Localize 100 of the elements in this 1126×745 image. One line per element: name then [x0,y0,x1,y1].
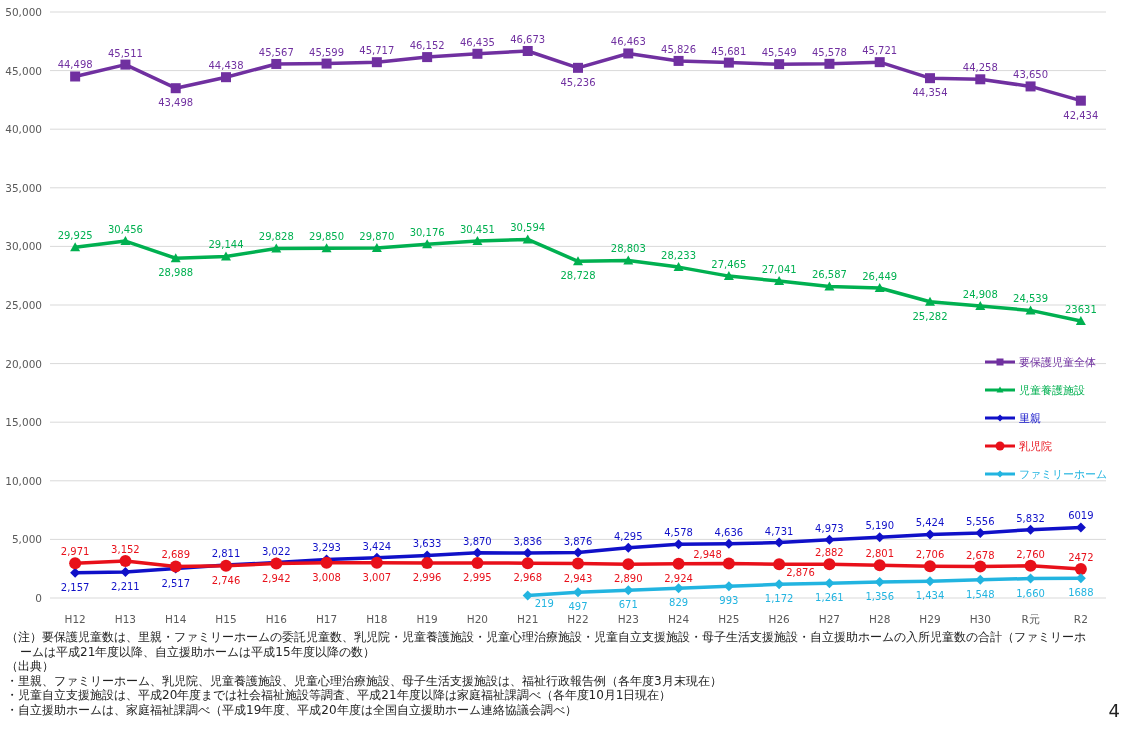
y-tick-label: 25,000 [5,299,42,311]
point [673,55,684,66]
data-label: 29,144 [208,239,244,251]
data-label: 829 [669,597,689,609]
x-tick-label: H16 [265,613,288,625]
data-label: 46,435 [459,36,495,48]
point [120,567,131,578]
point [672,557,685,570]
data-label: 45,567 [258,46,294,58]
point [370,556,383,569]
data-label: 6019 [1068,510,1094,522]
point [623,255,634,265]
data-label: 44,258 [962,62,998,74]
data-label: 1,434 [915,590,945,602]
x-tick-label: H20 [466,613,489,625]
x-tick-label: H25 [718,613,740,625]
data-label: 2,811 [211,548,241,560]
text: （出典） [6,659,55,674]
data-label: 45,236 [560,76,596,88]
data-label: 27,041 [761,264,797,276]
data-label: 1688 [1068,587,1094,599]
data-label: 2,943 [563,572,593,584]
data-label: 44,438 [208,60,244,72]
data-label: 27,465 [711,259,747,271]
point [521,557,534,570]
point [321,58,332,69]
data-label: 3,152 [111,544,140,556]
point [874,57,885,68]
y-tick-label: 10,000 [5,474,42,487]
point [69,557,82,570]
data-label: 1,261 [815,592,844,604]
data-label: 30,456 [107,224,143,236]
data-label: 2,942 [261,572,291,584]
point [975,527,986,538]
data-label: 45,511 [107,47,143,59]
x-tick-label: H28 [869,613,891,625]
data-label: 3,836 [513,536,543,548]
point [422,239,433,249]
y-tick-label: 0 [35,592,42,604]
data-label: 46,463 [610,36,646,48]
point [170,253,181,263]
point [975,74,986,85]
point [573,256,583,266]
point [774,59,785,70]
data-label: 2,882 [815,547,844,559]
data-label: 3,293 [312,542,341,554]
data-label: 26,587 [811,269,847,281]
point [371,57,382,68]
data-label: 2,517 [161,577,191,589]
point [522,45,533,56]
point [773,558,786,571]
y-tick-label: 35,000 [5,181,42,194]
point [119,555,132,568]
data-label: 46,152 [409,40,445,52]
data-label: 2,689 [161,549,191,561]
point [974,560,987,573]
data-label: 42,434 [1063,109,1099,121]
data-label: 3,870 [463,535,492,547]
legend-label: 要保護児童全体 [1019,356,1096,368]
point [1075,95,1086,106]
legend-label: 児童養護施設 [1019,384,1085,396]
data-label: 30,594 [510,222,546,234]
point [573,62,583,73]
data-label: 2,678 [965,549,995,561]
point [320,556,333,569]
x-tick-label: H22 [567,613,589,625]
data-label: 2,995 [463,571,492,583]
data-label: 4,973 [815,522,844,534]
point [1074,563,1087,576]
y-tick-label: 5,000 [11,533,42,546]
data-label: 2,746 [211,574,241,586]
point [723,57,734,68]
y-tick-label: 20,000 [5,357,42,370]
x-tick-label: H17 [315,613,338,625]
data-label: 4,578 [664,527,693,539]
data-label: 44,354 [912,87,948,99]
data-label: 2,996 [412,571,442,583]
point [471,556,484,569]
legend-label: 乳児院 [1019,440,1052,452]
text: 4 [1108,700,1120,721]
y-tick-label: 40,000 [5,123,42,136]
point [422,52,433,63]
data-label: 5,424 [915,517,945,529]
data-label: 2472 [1068,552,1094,564]
data-label: 2,760 [1016,548,1045,560]
point [623,48,634,59]
point [70,71,81,82]
point [622,558,635,571]
x-tick-label: H19 [416,613,438,625]
data-label: 3,633 [412,538,442,550]
data-label: 4,636 [714,526,744,538]
x-tick-label: H26 [768,613,791,625]
data-label: 29,870 [359,230,395,242]
data-label: 2,801 [865,548,895,560]
data-label: 29,828 [258,231,294,243]
legend-label: ファミリーホーム [1019,468,1107,480]
data-label: 25,282 [912,310,948,322]
data-label: 2,948 [693,549,722,561]
x-tick-label: H24 [667,613,690,625]
data-label: 28,728 [560,270,596,282]
